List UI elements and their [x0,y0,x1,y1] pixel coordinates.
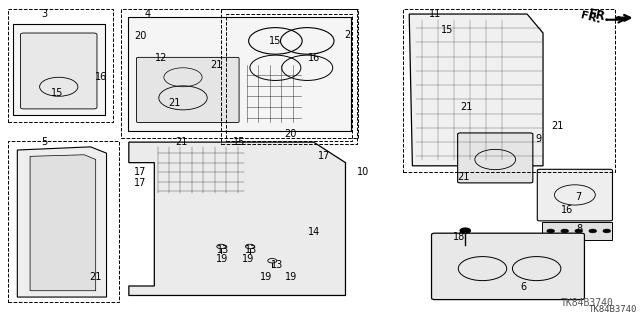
Text: 13: 13 [245,245,257,255]
FancyBboxPatch shape [20,33,97,109]
Polygon shape [129,142,346,295]
Polygon shape [30,155,96,291]
Text: 13: 13 [271,260,283,271]
Circle shape [460,228,470,233]
Text: 21: 21 [175,137,188,147]
Text: 8: 8 [576,224,582,234]
Text: 4: 4 [145,9,151,19]
Text: 19: 19 [260,271,272,281]
Text: 14: 14 [307,227,320,237]
FancyBboxPatch shape [538,169,612,221]
FancyBboxPatch shape [127,17,351,131]
Text: 10: 10 [356,167,369,177]
Text: 19: 19 [285,271,298,281]
Text: 2: 2 [344,30,351,40]
Text: TK84B3740: TK84B3740 [589,305,637,314]
Text: 12: 12 [154,53,167,63]
Text: 17: 17 [318,151,331,161]
FancyBboxPatch shape [458,133,533,183]
Text: 3: 3 [42,9,48,19]
Circle shape [589,229,596,233]
Text: 20: 20 [134,31,147,41]
Text: 7: 7 [575,192,581,203]
Text: 16: 16 [307,53,320,63]
Text: 21: 21 [211,60,223,70]
Text: 17: 17 [134,167,147,177]
Text: 15: 15 [441,25,454,35]
Text: 6: 6 [521,282,527,292]
Text: 5: 5 [42,137,48,147]
Polygon shape [409,14,543,166]
FancyBboxPatch shape [541,222,612,240]
Text: 15: 15 [51,88,63,98]
Text: FR.: FR. [588,7,612,24]
Circle shape [575,229,582,233]
Circle shape [547,229,554,233]
Text: 9: 9 [536,134,541,144]
Text: 21: 21 [460,102,473,112]
Text: 17: 17 [134,178,147,188]
Text: 18: 18 [452,232,465,242]
Text: 21: 21 [90,272,102,282]
FancyBboxPatch shape [136,57,239,122]
Circle shape [603,229,611,233]
Text: 13: 13 [217,245,229,255]
Text: FR.: FR. [579,10,602,25]
Text: 16: 16 [561,205,573,215]
Text: 19: 19 [216,254,228,264]
Text: 21: 21 [168,98,181,108]
FancyBboxPatch shape [13,24,105,115]
Text: TK84B3740: TK84B3740 [560,298,613,308]
Text: 16: 16 [95,72,108,82]
FancyBboxPatch shape [431,233,584,300]
Text: 19: 19 [242,254,254,264]
Text: 21: 21 [457,172,470,182]
Text: 21: 21 [552,121,564,131]
Text: 20: 20 [285,129,297,139]
Text: 15: 15 [269,36,282,46]
Polygon shape [17,147,106,297]
Text: 15: 15 [233,137,245,147]
Circle shape [561,229,568,233]
Text: 11: 11 [429,9,441,19]
